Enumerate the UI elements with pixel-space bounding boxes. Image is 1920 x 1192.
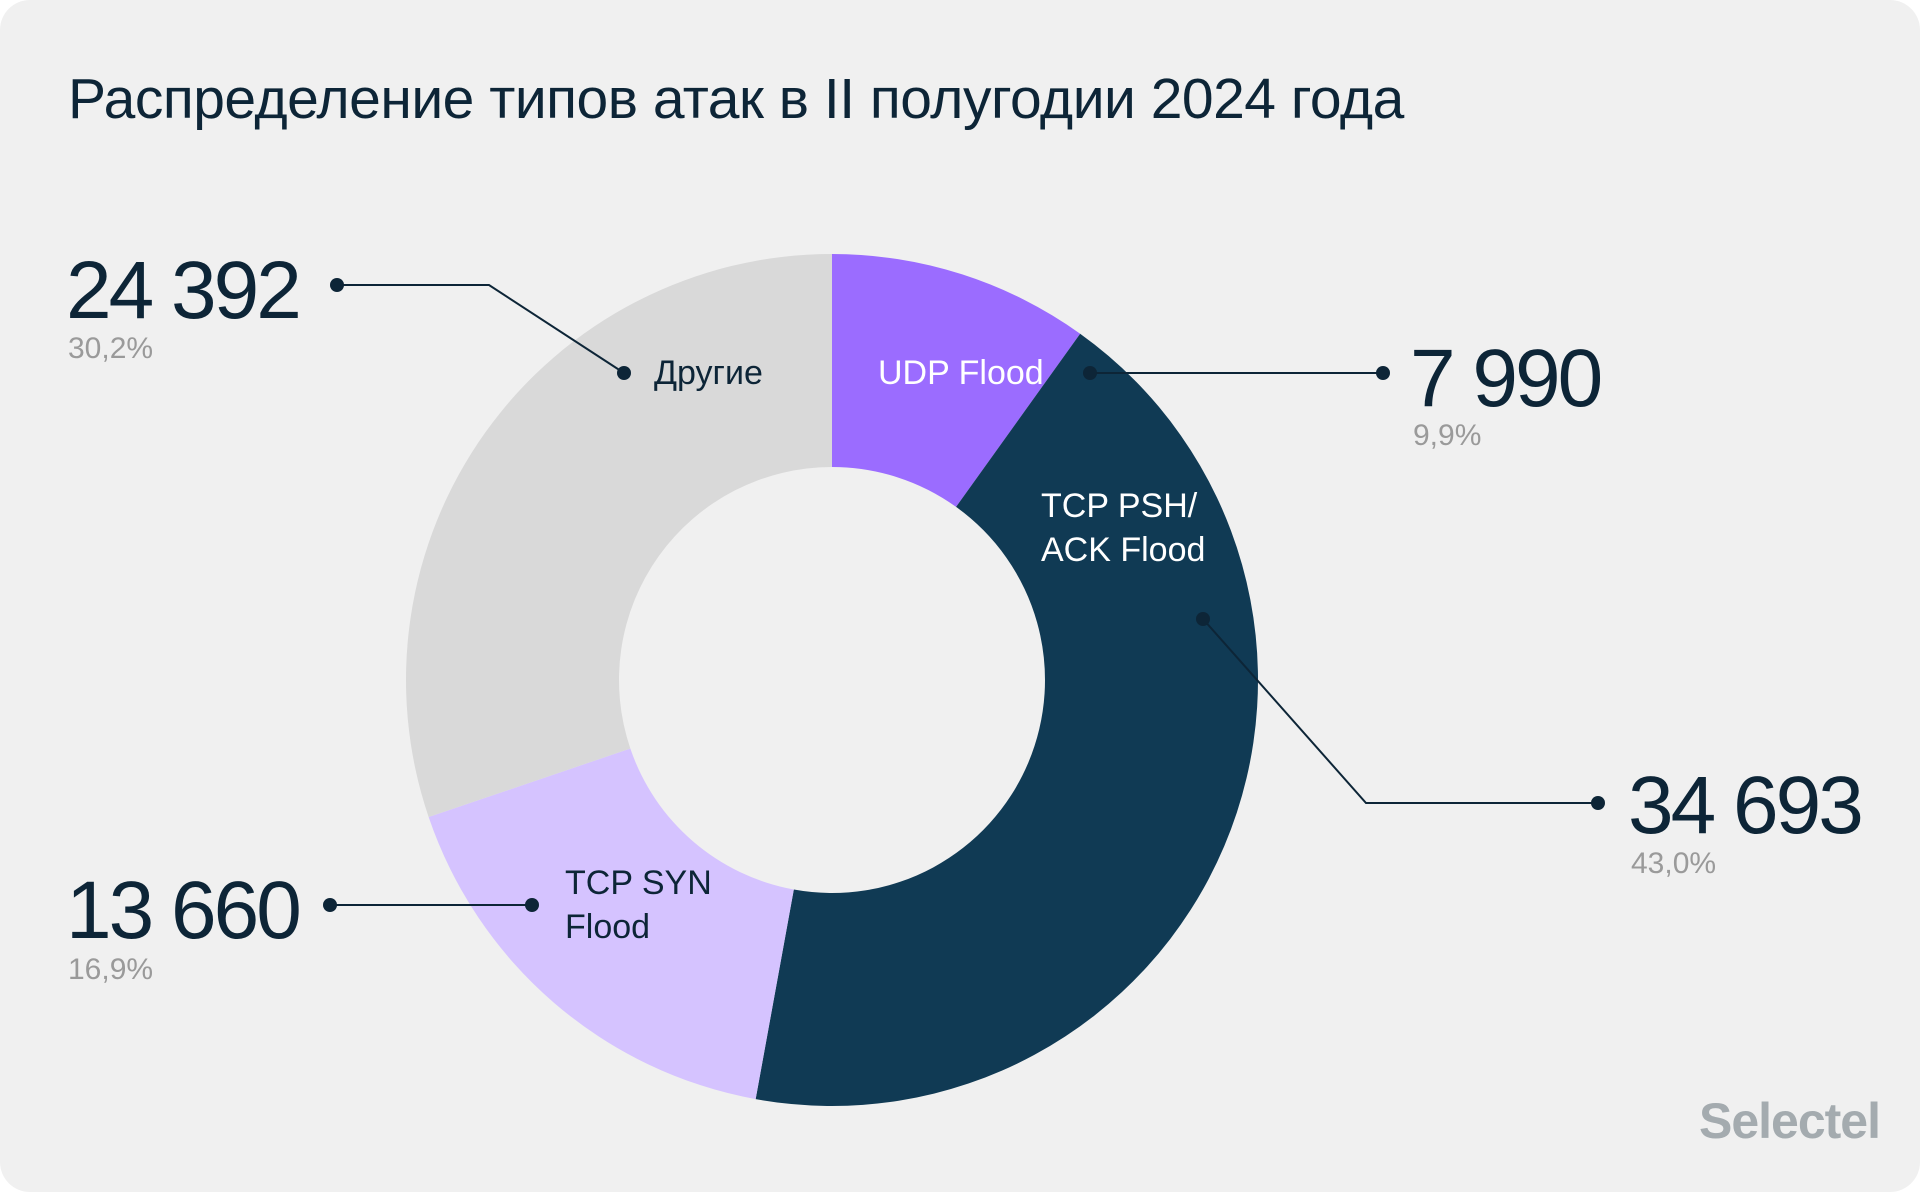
- data-label-value-4: 24 392: [66, 245, 299, 336]
- leader-dot-outer-4: [330, 278, 344, 292]
- data-label-percent-1: 9,9%: [1413, 419, 1481, 452]
- slice-label-line: TCP SYN: [565, 864, 712, 902]
- data-label-value-1: 7 990: [1410, 333, 1601, 424]
- data-label-percent-3: 16,9%: [68, 953, 153, 986]
- slice-label-2: TCP PSH/ACK Flood: [1041, 487, 1205, 569]
- slice-label-1: UDP Flood: [878, 354, 1044, 392]
- slice-label-line: Другие: [654, 354, 763, 392]
- selectel-logo: Selectel: [1698, 1093, 1881, 1149]
- slice-label-line: UDP Flood: [878, 354, 1044, 392]
- leader-dot-inner-4: [617, 366, 631, 380]
- data-label-value-2: 34 693: [1628, 760, 1861, 851]
- slice-label-line: Flood: [565, 908, 650, 946]
- slice-4: [406, 254, 832, 818]
- slice-1: [832, 254, 1081, 507]
- leader-dot-inner-2: [1196, 612, 1210, 626]
- leader-dot-inner-3: [525, 898, 539, 912]
- slice-label-3: TCP SYN Flood: [565, 864, 712, 946]
- leader-dot-outer-2: [1591, 796, 1605, 810]
- leader-dot-outer-3: [323, 898, 337, 912]
- slice-2: [755, 333, 1259, 1106]
- data-label-percent-2: 43,0%: [1631, 847, 1716, 880]
- chart-title: Распределение типов атак в II полугодии …: [68, 67, 1404, 131]
- slice-3: [428, 748, 794, 1100]
- data-label-percent-4: 30,2%: [68, 332, 153, 365]
- leader-line-2: [1202, 618, 1598, 804]
- leader-dot-outer-1: [1376, 366, 1390, 380]
- leader-dot-inner-1: [1083, 366, 1097, 380]
- slice-label-line: ACK Flood: [1041, 531, 1205, 569]
- slice-label-line: TCP PSH/: [1041, 487, 1198, 525]
- slice-label-4: Другие: [654, 354, 763, 392]
- data-label-value-3: 13 660: [66, 865, 299, 956]
- leader-line-4: [337, 284, 625, 374]
